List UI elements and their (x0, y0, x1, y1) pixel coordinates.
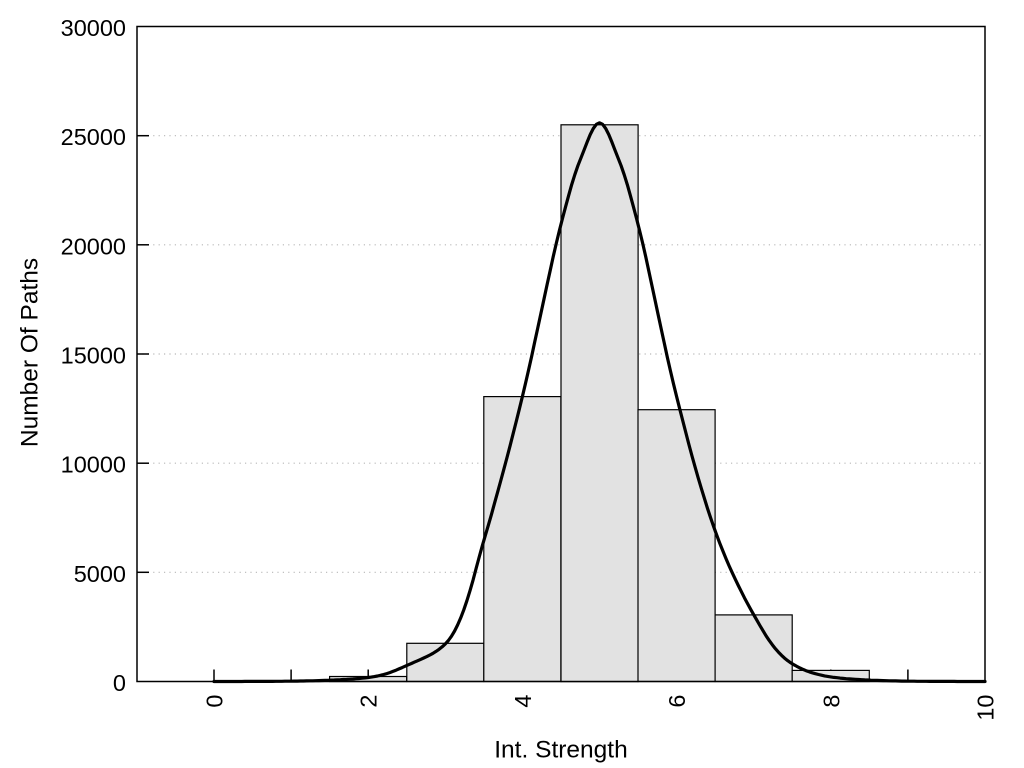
svg-text:8: 8 (818, 695, 844, 708)
svg-text:20000: 20000 (61, 233, 126, 259)
svg-text:5000: 5000 (74, 561, 126, 587)
svg-text:Number Of Paths: Number Of Paths (17, 258, 44, 447)
svg-text:6: 6 (664, 695, 690, 708)
svg-text:10: 10 (973, 695, 999, 721)
svg-text:0: 0 (202, 695, 228, 708)
svg-text:30000: 30000 (61, 15, 126, 41)
svg-text:4: 4 (510, 695, 536, 708)
svg-text:2: 2 (356, 695, 382, 708)
svg-text:10000: 10000 (61, 452, 126, 478)
svg-text:Int. Strength: Int. Strength (494, 737, 627, 764)
svg-text:25000: 25000 (61, 124, 126, 150)
svg-text:15000: 15000 (61, 343, 126, 369)
svg-text:0: 0 (113, 670, 126, 696)
